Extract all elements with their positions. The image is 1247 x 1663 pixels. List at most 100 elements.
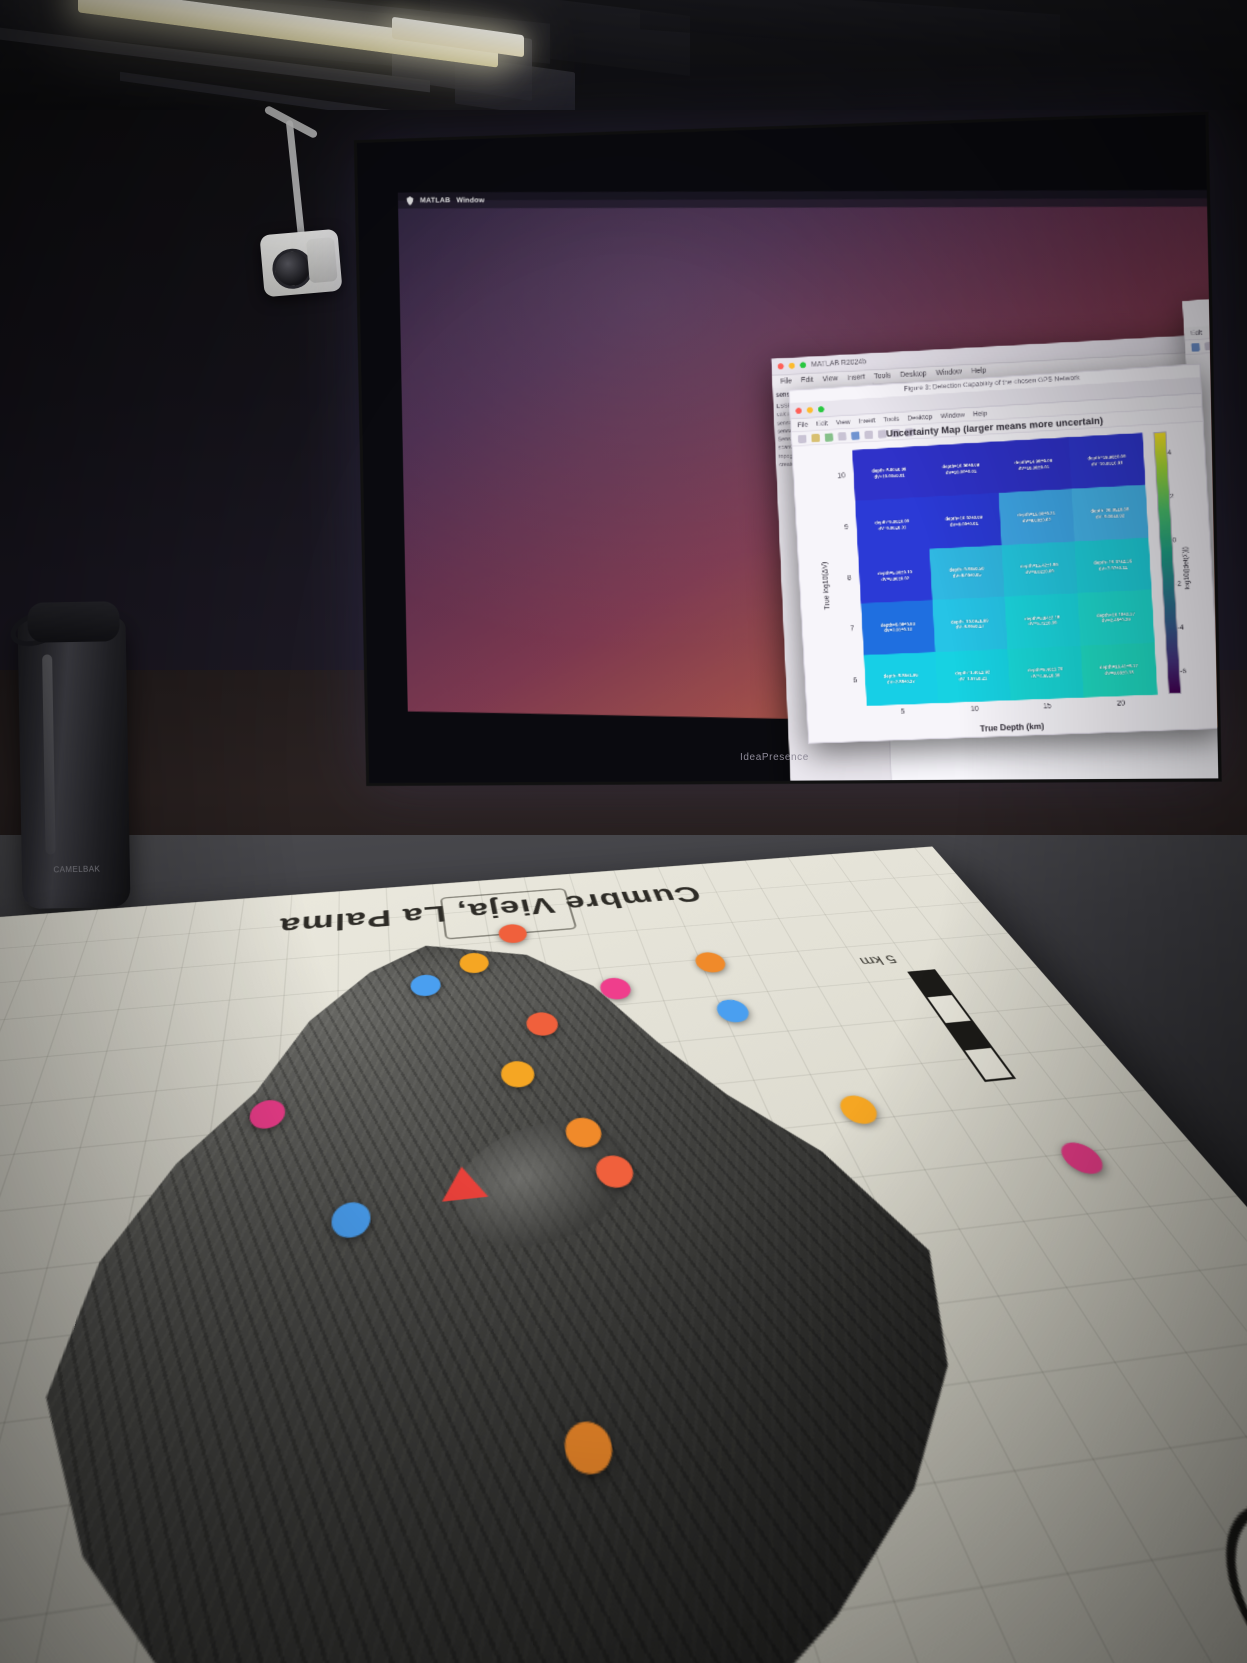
colorbar-tick-label: 2 — [1169, 493, 1175, 501]
menubar-window-menu[interactable]: Window — [456, 196, 485, 204]
maximize-icon[interactable] — [817, 405, 825, 413]
maximize-icon[interactable] — [799, 361, 807, 369]
cell-dv-label: dV=6.99±0.17 — [955, 623, 985, 631]
heatmap-cell: depth=14.99±0.09 dV=10.00±0.01 — [995, 437, 1072, 494]
y-tick-label: 8 — [847, 574, 852, 583]
print-icon[interactable] — [1204, 341, 1214, 351]
menu-item-desktop[interactable]: Desktop — [900, 370, 927, 380]
display-brand-label: IdeaPresence — [740, 752, 809, 763]
heatmap-cell: depth=10.09±1.69 dV=6.99±0.17 — [932, 596, 1008, 652]
cell-dv-label: dV=0.68±0.18 — [1104, 669, 1134, 676]
menu-item-window[interactable]: Window — [935, 368, 963, 378]
colorbar-tick-label: -6 — [1179, 667, 1187, 676]
x-tick-label: 15 — [1043, 702, 1052, 711]
heatmap-cell: depth=9.98±0.50 dV=8.00±0.05 — [929, 545, 1005, 601]
cell-dv-label: dV=10.00±0.01 — [945, 468, 977, 476]
y-tick-label: 7 — [849, 625, 855, 634]
apple-logo-icon[interactable] — [406, 196, 414, 205]
heatmap-cell: depth=5.00±0.09 dV=10.00±0.01 — [852, 445, 927, 502]
heatmap-cell: depth=19.98±0.09 dV=10.00±0.01 — [1068, 432, 1146, 490]
cell-dv-label: dV=8.02±0.09 — [1025, 568, 1055, 575]
save-icon[interactable] — [1191, 342, 1200, 352]
menu-item-view[interactable]: View — [835, 418, 851, 427]
x-tick-label: 20 — [1116, 700, 1126, 708]
menu-item-view[interactable]: View — [822, 375, 838, 384]
presentation-display: MATLAB Window MATLAB R2024b File Edit Vi… — [353, 111, 1222, 787]
menu-item-file[interactable]: File — [780, 377, 792, 386]
menu-item-insert[interactable]: Insert — [846, 373, 866, 382]
menu-item-insert[interactable]: Insert — [858, 416, 876, 425]
heatmap-cell: depth=5.00±0.10 dV=8.00±0.02 — [858, 548, 933, 604]
cell-dv-label: dV=10.00±0.01 — [1091, 460, 1123, 468]
menu-item-edit[interactable]: Edit — [1190, 328, 1203, 337]
ceiling-panel — [640, 0, 1060, 59]
menubar-app-name[interactable]: MATLAB — [419, 196, 451, 204]
menu-item-window[interactable]: Window — [940, 411, 965, 420]
cell-dv-label: dV=9.00±0.01 — [878, 524, 907, 531]
x-tick-label: 5 — [900, 708, 906, 716]
y-tick-label: 9 — [844, 523, 849, 532]
heatmap-cell: depth=8.84±2.15 dV=5.72±0.39 — [1004, 593, 1081, 649]
cell-dv-label: dV=7.01±0.12 — [883, 626, 913, 634]
cell-dv-label: dV=2.85±0.27 — [886, 678, 916, 685]
minimize-icon[interactable] — [806, 406, 814, 413]
heatmap-cell: depth=20.05±0.38 dV=9.00±0.02 — [1071, 485, 1149, 542]
menu-item-tools[interactable]: Tools — [873, 372, 892, 381]
uncertainty-heatmap-chart: Uncertainty Map (larger means more uncer… — [792, 406, 1219, 742]
mac-menu-bar[interactable]: MATLAB Window — [397, 189, 1219, 209]
heatmap-cell: depth=15.42±1.59 dV=8.02±0.09 — [1001, 541, 1078, 597]
menu-item-help[interactable]: Help — [971, 367, 987, 376]
close-icon[interactable] — [795, 407, 802, 414]
colorbar-tick-label: -2 — [1174, 580, 1182, 588]
cell-dv-label: dV=1.57±0.21 — [958, 675, 988, 682]
display-screen: MATLAB Window MATLAB R2024b File Edit Vi… — [356, 114, 1219, 784]
cell-dv-label: dV=9.00±0.02 — [1022, 516, 1052, 524]
menu-item-desktop[interactable]: Desktop — [907, 413, 933, 422]
conference-camera — [259, 228, 343, 298]
heatmap-cell: depth=16.18±2.37 dV=2.48±0.39 — [1077, 589, 1155, 646]
cell-dv-label: dV=8.00±0.05 — [952, 571, 982, 579]
heatmap-grid: depth=5.00±0.09 dV=10.00±0.01 depth=10.00±… — [852, 432, 1158, 706]
heatmap-cell: depth=19.37±2.35 dV=7.97±0.11 — [1074, 537, 1152, 594]
figure3-window[interactable]: Figure 3: Detection Capability of the ch… — [788, 363, 1219, 744]
menu-item-tools[interactable]: Tools — [883, 415, 900, 424]
heatmap-cell: depth=1.40±1.92 dV=1.57±0.21 — [935, 648, 1011, 704]
menu-item-help[interactable]: Help — [972, 409, 988, 418]
bottle-logo: CAMELBAK — [53, 864, 101, 875]
chart-plot-area[interactable]: depth=5.00±0.09 dV=10.00±0.01 depth=10.00±… — [852, 432, 1158, 706]
matlab-window-title: MATLAB R2024b — [810, 358, 867, 369]
cell-dv-label: dV=9.00±0.01 — [949, 520, 979, 527]
heatmap-cell: depth=16.41±5.17 dV=0.68±0.18 — [1080, 642, 1158, 698]
menu-item-file[interactable]: File — [797, 420, 809, 429]
colorbar-tick-label: -4 — [1177, 624, 1185, 632]
colorbar-tick-label: 0 — [1172, 536, 1177, 545]
heatmap-cell: depth=5.06±0.53 dV=7.01±0.12 — [860, 600, 936, 655]
cell-dv-label: dV=10.00±0.01 — [873, 472, 905, 480]
bottle-cap[interactable] — [27, 601, 120, 643]
water-bottle[interactable]: CAMELBAK — [5, 601, 131, 909]
cell-dv-label: dV=5.72±0.39 — [1028, 620, 1058, 627]
colorbar-tick-label: 4 — [1167, 449, 1172, 457]
eruption-vent-marker-icon — [438, 1163, 488, 1202]
minimize-icon[interactable] — [788, 362, 796, 369]
cell-dv-label: dV=10.00±0.01 — [1017, 464, 1050, 472]
cell-dv-label: dV=2.48±0.39 — [1101, 617, 1131, 624]
x-tick-label: 10 — [970, 705, 979, 714]
menu-item-edit[interactable]: Edit — [816, 419, 828, 428]
heatmap-cell: depth=10.00±0.09 dV=10.00±0.01 — [923, 441, 999, 498]
y-tick-label: 10 — [837, 472, 846, 481]
bottle-highlight — [42, 654, 56, 855]
heatmap-cell: depth=10.02±0.09 dV=9.00±0.01 — [926, 493, 1002, 549]
cell-dv-label: dV=7.97±0.11 — [1098, 564, 1128, 572]
heatmap-cell: depth=5.86±1.96 dV=2.85±0.27 — [863, 651, 939, 706]
heatmap-cell: depth=15.00±0.21 dV=9.00±0.02 — [998, 489, 1075, 546]
camera-body — [305, 237, 338, 284]
close-icon[interactable] — [777, 363, 784, 370]
heatmap-cell: depth=5.00±0.09 dV=9.00±0.01 — [855, 497, 930, 553]
heatmap-cell: depth=9.40±1.70 dV=4.65±0.39 — [1007, 645, 1084, 701]
y-tick-label: 6 — [852, 677, 858, 685]
chart-y-ticks: 10 9 8 7 6 — [793, 450, 863, 708]
cell-dv-label: dV=9.00±0.02 — [1095, 512, 1125, 520]
menu-item-edit[interactable]: Edit — [800, 376, 814, 385]
